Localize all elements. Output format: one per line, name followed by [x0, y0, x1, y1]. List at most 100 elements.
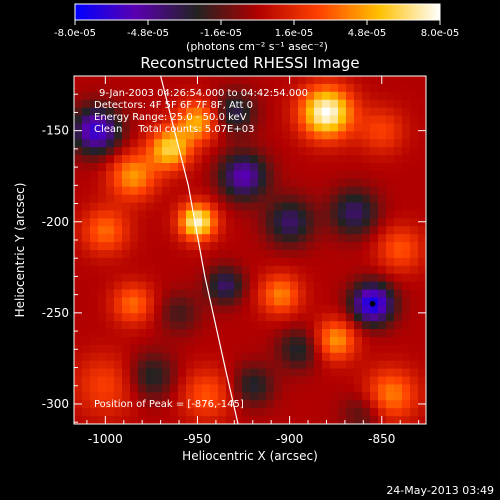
- heatmap-cell: [106, 234, 115, 243]
- heatmap-cell: [418, 368, 426, 378]
- heatmap-cell: [258, 329, 267, 338]
- heatmap-cell: [98, 186, 107, 196]
- heatmap-cell: [394, 289, 403, 299]
- heatmap-cell: [162, 170, 171, 180]
- heatmap-cell: [122, 384, 131, 393]
- heatmap-cell: [90, 344, 99, 354]
- heatmap-cell: [114, 226, 123, 235]
- heatmap-cell: [290, 305, 299, 314]
- heatmap-cell: [386, 242, 395, 251]
- heatmap-cell: [282, 329, 291, 338]
- heatmap-cell: [138, 305, 147, 314]
- heatmap-cell: [370, 344, 379, 354]
- heatmap-cell: [418, 194, 426, 204]
- heatmap-cell: [314, 321, 323, 330]
- heatmap-cell: [402, 123, 411, 132]
- heatmap-cell: [386, 99, 395, 109]
- heatmap-cell: [362, 376, 371, 386]
- heatmap-cell: [418, 376, 426, 386]
- heatmap-cell: [90, 400, 99, 409]
- x-axis-ticks: -1000 -950 -900 -850: [86, 76, 420, 446]
- heatmap-cell: [194, 178, 203, 188]
- heatmap-cell: [282, 368, 291, 378]
- heatmap-cell: [298, 139, 307, 148]
- heatmap-cell: [330, 202, 339, 212]
- heatmap-cell: [210, 337, 219, 346]
- heatmap-cell: [170, 234, 179, 243]
- heatmap-cell: [194, 281, 203, 291]
- heatmap-cell: [90, 392, 99, 401]
- heatmap-cell: [298, 163, 307, 172]
- heatmap-cell: [106, 313, 115, 322]
- heatmap-cell: [74, 392, 83, 401]
- heatmap-cell: [274, 170, 283, 180]
- heatmap-cell: [202, 265, 211, 275]
- heatmap-cell: [170, 408, 179, 417]
- heatmap-cell: [298, 76, 307, 85]
- heatmap-cell: [394, 321, 403, 330]
- heatmap-cell: [258, 107, 267, 117]
- heatmap-cell: [306, 305, 315, 314]
- heatmap-cell: [266, 99, 275, 109]
- heatmap-cell: [250, 392, 259, 401]
- heatmap-cell: [346, 392, 355, 401]
- heatmap-cell: [226, 131, 235, 140]
- heatmap-cell: [82, 352, 91, 362]
- heatmap-cell: [178, 99, 187, 109]
- heatmap-cell: [354, 297, 363, 306]
- heatmap-cell: [410, 194, 419, 204]
- heatmap-cell: [178, 265, 187, 275]
- heatmap-cell: [258, 91, 267, 101]
- heatmap-cell: [386, 337, 395, 346]
- heatmap-cell: [370, 115, 379, 125]
- heatmap-cell: [170, 139, 179, 148]
- heatmap-cell: [330, 76, 339, 85]
- heatmap-cell: [194, 352, 203, 362]
- heatmap-cell: [226, 313, 235, 322]
- heatmap-cell: [90, 194, 99, 204]
- heatmap-cell: [242, 91, 251, 101]
- heatmap-cell: [170, 265, 179, 275]
- heatmap-cell: [114, 305, 123, 314]
- heatmap-cell: [202, 170, 211, 180]
- heatmap-cell: [210, 178, 219, 188]
- heatmap-cell: [146, 321, 155, 330]
- heatmap-cell: [218, 329, 227, 338]
- heatmap-cell: [290, 313, 299, 322]
- heatmap-cell: [194, 400, 203, 409]
- heatmap-cell: [130, 281, 139, 291]
- heatmap-cell: [314, 352, 323, 362]
- heatmap-cell: [346, 178, 355, 188]
- heatmap-cell: [394, 178, 403, 188]
- heatmap-cell: [322, 352, 331, 362]
- heatmap-cell: [186, 139, 195, 148]
- heatmap-cell: [306, 281, 315, 291]
- heatmap-cell: [178, 376, 187, 386]
- heatmap-cell: [314, 83, 323, 93]
- heatmap-cell: [194, 155, 203, 164]
- heatmap-cell: [154, 131, 163, 140]
- heatmap-cell: [282, 305, 291, 314]
- heatmap-cell: [330, 163, 339, 172]
- heatmap-cell: [146, 376, 155, 386]
- heatmap-cell: [402, 265, 411, 275]
- heatmap-cell: [138, 384, 147, 393]
- heatmap-cell: [378, 226, 387, 235]
- heatmap-cell: [90, 163, 99, 172]
- heatmap-cell: [194, 337, 203, 346]
- heatmap-cell: [122, 107, 131, 117]
- heatmap-cell: [354, 202, 363, 212]
- heatmap-cell: [306, 155, 315, 164]
- heatmap-cell: [146, 289, 155, 299]
- heatmap-cell: [218, 297, 227, 306]
- heatmap-cell: [362, 344, 371, 354]
- heatmap-cell: [322, 186, 331, 196]
- heatmap-cell: [402, 115, 411, 125]
- heatmap-cell: [290, 321, 299, 330]
- heatmap-cell: [170, 202, 179, 212]
- heatmap-cell: [218, 194, 227, 204]
- heatmap-cell: [154, 265, 163, 275]
- heatmap-cell: [242, 194, 251, 204]
- heatmap-cell: [242, 76, 251, 85]
- heatmap-cell: [418, 155, 426, 164]
